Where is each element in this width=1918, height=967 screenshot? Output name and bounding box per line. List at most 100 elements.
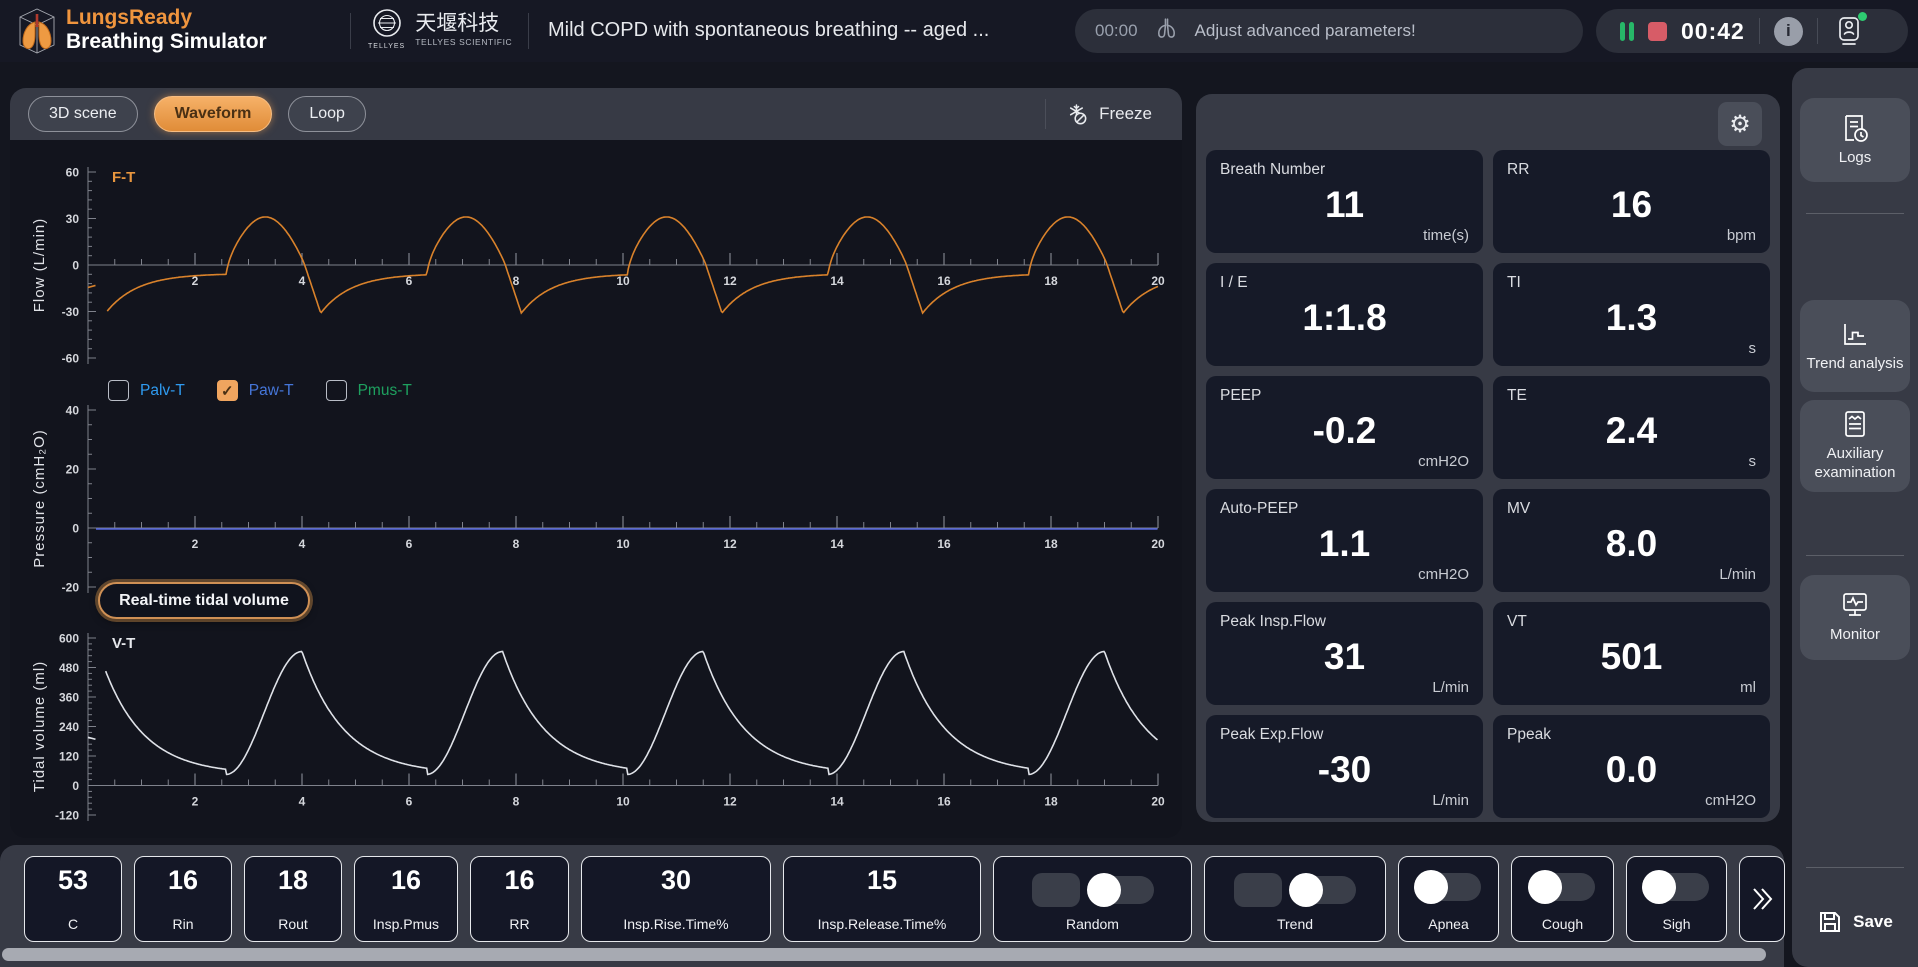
svg-text:10: 10: [616, 274, 630, 288]
double-chevron-right-icon: [1753, 888, 1773, 910]
tellyes-caption: TELLYES: [368, 43, 406, 50]
svg-text:-30: -30: [62, 305, 80, 319]
tab-3d-scene[interactable]: 3D scene: [28, 96, 138, 132]
svg-text:8: 8: [513, 274, 520, 288]
sidebar-divider: [1806, 867, 1904, 868]
sidebar-monitor-button[interactable]: Monitor: [1800, 575, 1910, 660]
random-switch[interactable]: [1086, 873, 1154, 907]
param-insp-pmus[interactable]: 16 Insp.Pmus: [354, 856, 458, 942]
toggle-rect: [1234, 873, 1282, 907]
bottom-scrollbar[interactable]: [2, 948, 1766, 961]
app-name: LungsReady: [66, 6, 193, 29]
freeze-icon: [1069, 103, 1087, 124]
svg-text:-120: -120: [55, 809, 79, 823]
trend-analysis-icon: [1844, 323, 1866, 345]
svg-text:30: 30: [66, 212, 80, 226]
metric-te: TE 2.4 s: [1493, 376, 1770, 479]
stop-button[interactable]: [1648, 21, 1667, 41]
param-c[interactable]: 53 C: [24, 856, 122, 942]
metric-ti: TI 1.3 s: [1493, 263, 1770, 366]
legend-paw-t[interactable]: ✓ Paw-T: [216, 380, 294, 401]
sidebar-logs-button[interactable]: Logs: [1800, 98, 1910, 182]
toggle-apnea[interactable]: Apnea: [1398, 856, 1499, 942]
gear-icon: ⚙: [1729, 110, 1751, 138]
sidebar-auxiliary-examination-button[interactable]: Auxiliary examination: [1800, 400, 1910, 492]
svg-text:14: 14: [830, 274, 844, 288]
svg-text:20: 20: [66, 463, 80, 477]
message-pill[interactable]: 00:00 Adjust advanced parameters!: [1075, 9, 1583, 53]
expand-params-button[interactable]: [1739, 856, 1785, 942]
pause-button[interactable]: [1620, 21, 1634, 41]
svg-text:14: 14: [830, 795, 844, 809]
palv-label: Palv-T: [140, 381, 185, 399]
message-text: Adjust advanced parameters!: [1194, 21, 1416, 40]
legend-palv-t[interactable]: ✓ Palv-T: [108, 380, 185, 401]
app-subtitle: Breathing Simulator: [66, 30, 267, 54]
flow-curve: [106, 216, 1159, 315]
sigh-switch[interactable]: [1641, 870, 1709, 904]
svg-text:10: 10: [616, 795, 630, 809]
metric-peak-exp-flow: Peak Exp.Flow -30 L/min: [1206, 715, 1483, 818]
param-insp-rise-time[interactable]: 30 Insp.Rise.Time%: [581, 856, 771, 942]
cough-switch[interactable]: [1527, 870, 1595, 904]
pmus-checkbox[interactable]: ✓: [325, 380, 347, 401]
lungs-outline-icon: [1154, 16, 1179, 46]
palv-checkbox[interactable]: ✓: [108, 380, 129, 401]
metric-mv: MV 8.0 L/min: [1493, 489, 1770, 592]
save-button[interactable]: Save: [1792, 900, 1918, 944]
toggle-cough[interactable]: Cough: [1511, 856, 1614, 942]
svg-text:20: 20: [1151, 795, 1165, 809]
svg-text:V-T: V-T: [112, 635, 135, 652]
freeze-button[interactable]: Freeze: [1058, 103, 1160, 126]
session-timer: 00:42: [1681, 17, 1745, 44]
metric-vt: VT 501 ml: [1493, 602, 1770, 705]
toggle-sigh[interactable]: Sigh: [1626, 856, 1727, 942]
brand-cjk: 天堰科技: [415, 12, 500, 36]
param-rr[interactable]: 16 RR: [470, 856, 569, 942]
trend-switch[interactable]: [1289, 873, 1356, 907]
toggle-random[interactable]: Random: [993, 856, 1192, 942]
metric-peak-insp-flow: Peak Insp.Flow 31 L/min: [1206, 602, 1483, 705]
svg-text:-20: -20: [62, 581, 80, 595]
svg-text:-60: -60: [62, 352, 80, 366]
brand-sub: TELLYES SCIENTIFIC: [415, 36, 513, 47]
scenario-title: Mild COPD with spontaneous breathing -- …: [548, 19, 990, 41]
param-insp-release-time[interactable]: 15 Insp.Release.Time%: [783, 856, 981, 942]
paw-checkbox[interactable]: ✓: [216, 380, 238, 401]
auxiliary-examination-icon: [1845, 411, 1865, 438]
sidebar-trend-analysis-button[interactable]: Trend analysis: [1800, 300, 1910, 392]
legend-pmus-t[interactable]: ✓ Pmus-T: [325, 380, 412, 401]
svg-text:16: 16: [937, 795, 951, 809]
sidebar-divider: [1806, 555, 1904, 556]
svg-text:18: 18: [1044, 537, 1058, 551]
save-icon: [1820, 912, 1841, 932]
svg-text:600: 600: [59, 632, 79, 646]
svg-text:480: 480: [59, 661, 79, 675]
svg-text:12: 12: [723, 537, 737, 551]
tab-waveform[interactable]: Waveform: [153, 96, 273, 132]
param-rout[interactable]: 18 Rout: [244, 856, 342, 942]
svg-text:240: 240: [59, 720, 79, 734]
pmus-label: Pmus-T: [357, 381, 412, 399]
toggle-trend[interactable]: Trend: [1204, 856, 1386, 942]
metrics-settings-button[interactable]: ⚙: [1718, 102, 1762, 146]
control-divider: [1758, 18, 1760, 44]
sidebar-divider: [1806, 213, 1904, 214]
svg-text:F-T: F-T: [112, 169, 135, 186]
device-status-button[interactable]: [1832, 12, 1867, 48]
online-status-dot: [1857, 12, 1867, 21]
svg-text:0: 0: [72, 522, 79, 536]
svg-text:10: 10: [616, 537, 630, 551]
toggle-rect: [1031, 873, 1080, 907]
paw-label: Paw-T: [248, 381, 294, 399]
monitor-icon: [1843, 593, 1867, 616]
tab-loop[interactable]: Loop: [288, 96, 366, 132]
info-button[interactable]: i: [1773, 16, 1803, 46]
message-time: 00:00: [1095, 21, 1138, 40]
apnea-switch[interactable]: [1413, 870, 1481, 904]
svg-text:20: 20: [1151, 274, 1165, 288]
svg-text:14: 14: [830, 537, 844, 551]
svg-text:12: 12: [723, 274, 737, 288]
param-rin[interactable]: 16 Rin: [134, 856, 232, 942]
